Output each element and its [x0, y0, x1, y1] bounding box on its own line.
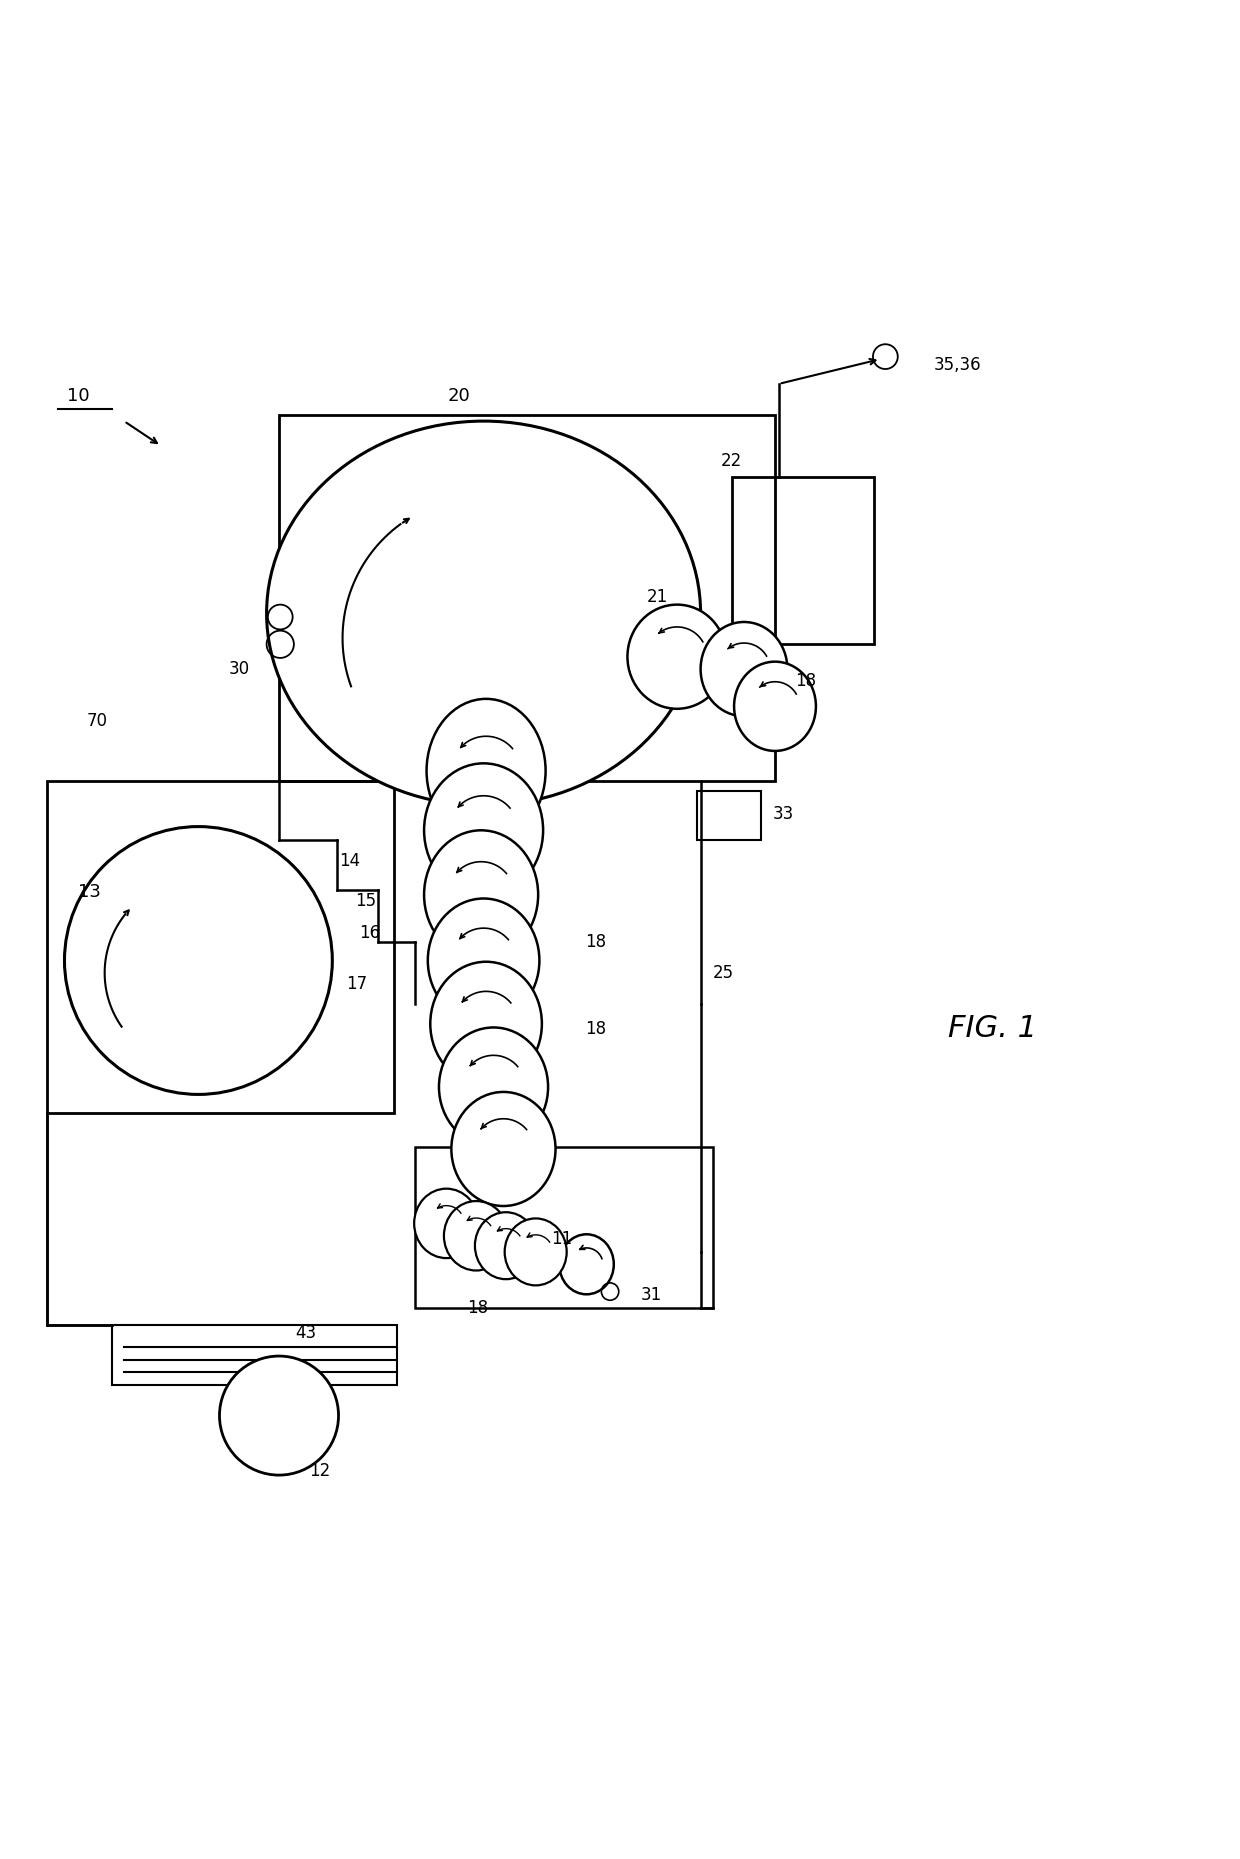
Text: 20: 20 — [448, 387, 470, 405]
Ellipse shape — [428, 898, 539, 1022]
Ellipse shape — [439, 1028, 548, 1147]
Bar — [47, 781, 394, 1114]
Text: 30: 30 — [228, 660, 250, 679]
Ellipse shape — [627, 604, 727, 708]
Text: 10: 10 — [67, 387, 89, 405]
Text: 18: 18 — [466, 1299, 489, 1316]
Text: 16: 16 — [358, 924, 381, 943]
Text: 17: 17 — [346, 976, 368, 993]
Text: FIG. 1: FIG. 1 — [947, 1015, 1037, 1043]
Ellipse shape — [444, 1201, 508, 1270]
Text: 18: 18 — [584, 933, 606, 952]
Ellipse shape — [734, 662, 816, 751]
Text: 14: 14 — [339, 851, 361, 870]
Text: 33: 33 — [773, 805, 795, 824]
Text: 31: 31 — [640, 1286, 662, 1305]
Circle shape — [219, 1355, 339, 1474]
Bar — [112, 1325, 397, 1385]
Bar — [415, 1147, 713, 1307]
Ellipse shape — [451, 1091, 556, 1206]
Text: 25: 25 — [712, 965, 734, 982]
Text: 13: 13 — [78, 883, 100, 902]
Ellipse shape — [427, 699, 546, 842]
Ellipse shape — [414, 1188, 479, 1259]
Text: 35,36: 35,36 — [934, 357, 981, 374]
Ellipse shape — [475, 1212, 537, 1279]
Text: 18: 18 — [795, 673, 817, 690]
Bar — [697, 790, 761, 840]
Text: 21: 21 — [646, 587, 668, 606]
Circle shape — [64, 827, 332, 1095]
Text: 70: 70 — [87, 712, 107, 731]
Ellipse shape — [430, 961, 542, 1086]
Text: 22: 22 — [720, 452, 743, 470]
Text: 15: 15 — [355, 892, 377, 909]
Text: 18: 18 — [584, 1021, 606, 1037]
Bar — [732, 478, 874, 645]
Ellipse shape — [424, 764, 543, 898]
Text: 11: 11 — [551, 1231, 573, 1249]
Ellipse shape — [267, 422, 701, 805]
Text: 12: 12 — [309, 1463, 331, 1480]
Ellipse shape — [505, 1218, 567, 1285]
Bar — [279, 415, 775, 781]
Text: 43: 43 — [295, 1324, 317, 1342]
Ellipse shape — [424, 831, 538, 959]
Ellipse shape — [559, 1234, 614, 1294]
Ellipse shape — [701, 623, 787, 716]
